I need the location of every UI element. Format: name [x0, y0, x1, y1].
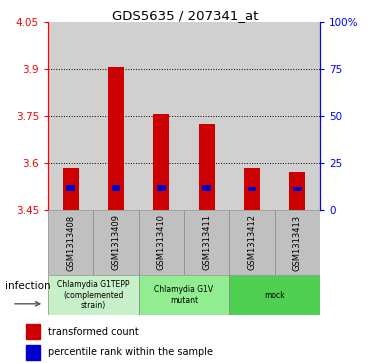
Text: GSM1313411: GSM1313411: [202, 215, 211, 270]
Bar: [293, 187, 302, 191]
Text: transformed count: transformed count: [48, 327, 138, 337]
Text: mock: mock: [265, 290, 285, 299]
Bar: [93, 210, 139, 275]
Bar: [93, 22, 139, 210]
Bar: [229, 275, 320, 315]
Text: GSM1313412: GSM1313412: [247, 215, 256, 270]
Bar: [275, 210, 320, 275]
Text: GSM1313408: GSM1313408: [66, 215, 75, 270]
Text: Chlamydia G1V
mutant: Chlamydia G1V mutant: [154, 285, 214, 305]
Bar: [139, 22, 184, 210]
Bar: [26, 324, 40, 339]
Bar: [48, 22, 93, 210]
Bar: [184, 22, 229, 210]
Bar: [139, 275, 229, 315]
Bar: [153, 114, 169, 210]
Bar: [112, 185, 120, 191]
Text: GSM1313413: GSM1313413: [293, 215, 302, 270]
Text: GSM1313409: GSM1313409: [112, 215, 121, 270]
Bar: [289, 172, 305, 210]
Bar: [48, 275, 139, 315]
Bar: [244, 168, 260, 210]
Bar: [48, 210, 93, 275]
Text: infection: infection: [5, 281, 50, 291]
Bar: [66, 185, 75, 191]
Bar: [26, 344, 40, 360]
Bar: [199, 124, 214, 210]
Text: GSM1313410: GSM1313410: [157, 215, 166, 270]
Bar: [139, 210, 184, 275]
Bar: [229, 210, 275, 275]
Bar: [63, 168, 79, 210]
Bar: [247, 187, 256, 191]
Bar: [229, 22, 275, 210]
Bar: [184, 210, 229, 275]
Text: percentile rank within the sample: percentile rank within the sample: [48, 347, 213, 357]
Bar: [275, 22, 320, 210]
Bar: [108, 68, 124, 210]
Text: Chlamydia G1TEPP
(complemented
strain): Chlamydia G1TEPP (complemented strain): [57, 280, 129, 310]
Bar: [157, 185, 166, 191]
Text: GDS5635 / 207341_at: GDS5635 / 207341_at: [112, 9, 259, 22]
Bar: [202, 185, 211, 191]
